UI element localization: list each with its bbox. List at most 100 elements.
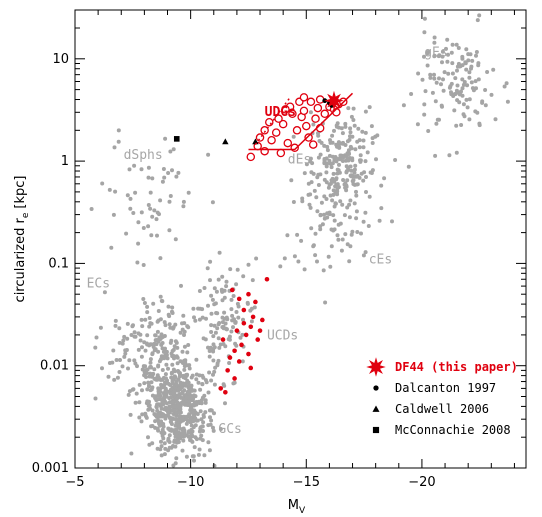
background-point: [241, 274, 246, 279]
background-point: [308, 205, 313, 210]
background-point: [434, 80, 439, 85]
background-point: [144, 375, 148, 379]
background-point: [132, 358, 137, 363]
background-point: [446, 52, 450, 57]
background-point: [198, 387, 203, 392]
background-point: [159, 332, 164, 337]
background-point: [232, 317, 236, 322]
background-point: [206, 303, 210, 308]
background-point: [327, 158, 332, 163]
data-point-open-circle: [292, 126, 302, 135]
background-point: [316, 183, 321, 187]
background-point: [144, 371, 149, 376]
background-point: [216, 358, 221, 363]
background-point: [212, 382, 217, 387]
background-point: [339, 248, 344, 253]
labels-layer: MV circularized re [kpc] gEs dSphs dEs cEs ECs U…: [13, 46, 448, 516]
background-point: [107, 187, 112, 192]
background-point: [207, 448, 212, 453]
background-point: [167, 322, 172, 327]
background-point: [406, 164, 411, 169]
background-point: [138, 338, 143, 343]
background-point: [161, 397, 166, 401]
y-axis-label-main: circularized r: [13, 218, 28, 303]
background-point: [155, 408, 160, 413]
background-point: [172, 404, 177, 409]
background-point: [432, 35, 437, 40]
x-tick-label: −10: [177, 475, 204, 490]
background-point: [196, 306, 201, 311]
background-point: [150, 441, 155, 446]
background-point: [143, 317, 148, 322]
background-point: [156, 309, 161, 313]
background-point: [112, 377, 117, 382]
background-point: [480, 100, 485, 105]
background-point: [477, 121, 482, 126]
background-point: [354, 174, 359, 179]
background-point: [364, 175, 368, 179]
background-point: [209, 330, 214, 334]
background-point: [206, 390, 211, 395]
background-point: [340, 237, 345, 242]
background-point: [186, 325, 191, 330]
background-point: [234, 310, 239, 314]
background-point: [161, 349, 166, 354]
region-label: UCDs: [267, 329, 298, 344]
background-point: [100, 181, 105, 186]
background-point: [208, 278, 212, 283]
background-point: [308, 192, 313, 197]
background-point: [147, 316, 152, 320]
background-point: [422, 16, 427, 21]
background-point: [224, 327, 229, 332]
background-point: [368, 170, 373, 175]
background-point: [455, 64, 460, 69]
background-point: [146, 203, 151, 207]
background-point: [460, 86, 465, 91]
background-point: [350, 158, 355, 163]
background-point: [146, 403, 151, 408]
background-point: [127, 358, 132, 363]
background-point: [176, 170, 181, 175]
background-point: [181, 438, 186, 443]
background-point: [129, 333, 134, 337]
background-point: [390, 219, 394, 224]
background-point: [148, 206, 153, 211]
background-point: [180, 327, 185, 332]
background-point: [197, 399, 201, 404]
background-point: [344, 153, 349, 158]
background-point: [296, 259, 301, 264]
background-point: [352, 170, 357, 175]
background-point: [483, 103, 488, 108]
data-point-filled-circle: [236, 359, 242, 364]
background-point: [160, 433, 165, 438]
background-point: [340, 202, 345, 207]
background-point: [189, 423, 194, 428]
background-point: [126, 366, 130, 371]
background-point: [174, 456, 179, 461]
background-point: [145, 304, 150, 309]
background-point: [469, 80, 474, 85]
background-point: [207, 370, 212, 375]
data-point-open-circle: [276, 148, 286, 158]
background-point: [152, 341, 157, 346]
background-point: [178, 330, 183, 335]
background-point: [173, 237, 178, 242]
background-point: [162, 383, 167, 388]
background-point: [315, 209, 320, 214]
background-point: [151, 301, 156, 306]
background-point: [202, 453, 207, 458]
background-point: [200, 382, 205, 386]
background-point: [285, 233, 290, 238]
background-point: [171, 463, 176, 468]
background-point: [172, 438, 177, 443]
background-point: [146, 165, 151, 170]
background-point: [211, 342, 216, 347]
background-point: [128, 196, 133, 201]
background-point: [324, 170, 329, 175]
background-point: [185, 350, 190, 355]
background-point: [168, 149, 173, 154]
data-point-filled-circle: [255, 337, 261, 342]
background-point: [162, 441, 167, 446]
legend-marker-triangle: [372, 405, 380, 412]
region-label: dSphs: [124, 148, 163, 163]
